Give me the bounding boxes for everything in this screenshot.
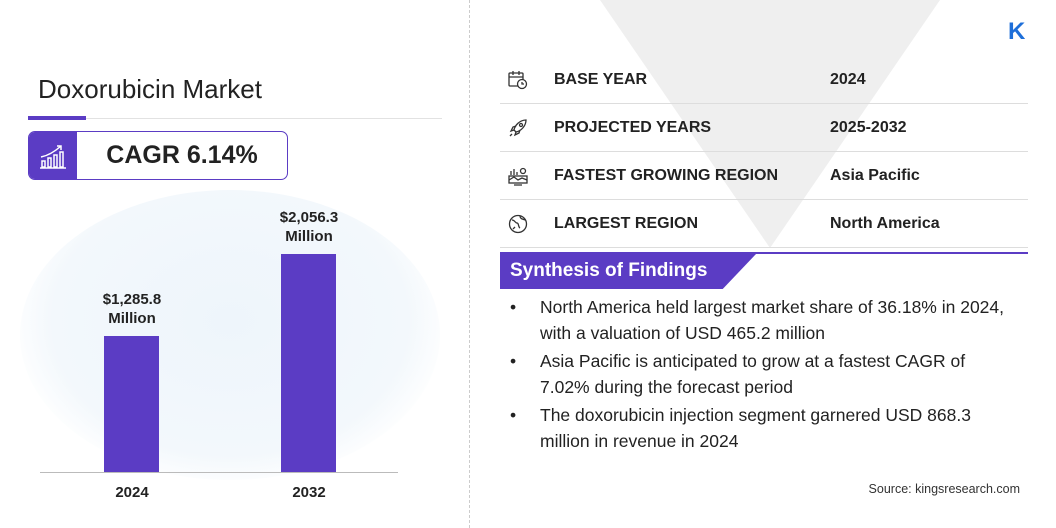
source-note: Source: kingsresearch.com	[868, 482, 1020, 496]
calendar-clock-icon	[500, 70, 554, 90]
data-label-2024: $1,285.8 Million	[102, 290, 162, 327]
stat-value: 2024	[830, 70, 866, 88]
cagr-badge: CAGR 6.14%	[28, 131, 288, 180]
panel-divider	[469, 0, 470, 528]
finding-item: North America held largest market share …	[508, 294, 1008, 346]
kings-research-logo: K	[1008, 18, 1026, 45]
data-label-2032: $2,056.3 Million	[279, 209, 339, 245]
stat-row-base-year: BASE YEAR 2024	[500, 56, 1028, 104]
finding-item: Asia Pacific is anticipated to grow at a…	[508, 348, 1008, 400]
synthesis-rule	[500, 252, 1028, 254]
rocket-icon	[500, 118, 554, 138]
stat-value: North America	[830, 214, 940, 232]
finding-item: The doxorubicin injection segment garner…	[508, 402, 1008, 454]
stat-row-projected-years: PROJECTED YEARS 2025-2032	[500, 104, 1028, 152]
title-divider	[28, 118, 442, 119]
stat-value: Asia Pacific	[830, 166, 920, 184]
globe-icon	[500, 214, 554, 234]
title-accent	[28, 116, 86, 120]
page-title: Doxorubicin Market	[38, 74, 262, 104]
bar-2024	[104, 335, 159, 472]
globe-background	[20, 190, 440, 480]
growth-chart-icon	[29, 132, 77, 179]
stat-label: LARGEST REGION	[554, 214, 699, 232]
synthesis-heading: Synthesis of Findings	[500, 254, 756, 289]
x-tick-2032: 2032	[292, 484, 326, 501]
findings-list: North America held largest market share …	[508, 294, 1008, 456]
cagr-value: CAGR 6.14%	[106, 141, 258, 169]
stat-label: PROJECTED YEARS	[554, 118, 712, 136]
background-triangle	[600, 0, 940, 248]
stat-row-fastest-region: FASTEST GROWING REGION Asia Pacific	[500, 152, 1028, 200]
stat-value: 2025-2032	[830, 118, 907, 136]
region-growth-icon	[500, 166, 554, 186]
stat-label: FASTEST GROWING REGION	[554, 166, 779, 184]
x-axis-line	[40, 472, 398, 473]
stat-row-largest-region: LARGEST REGION North America	[500, 200, 1028, 248]
bar-2032	[281, 254, 336, 472]
stat-label: BASE YEAR	[554, 70, 648, 88]
x-tick-2024: 2024	[115, 484, 149, 501]
